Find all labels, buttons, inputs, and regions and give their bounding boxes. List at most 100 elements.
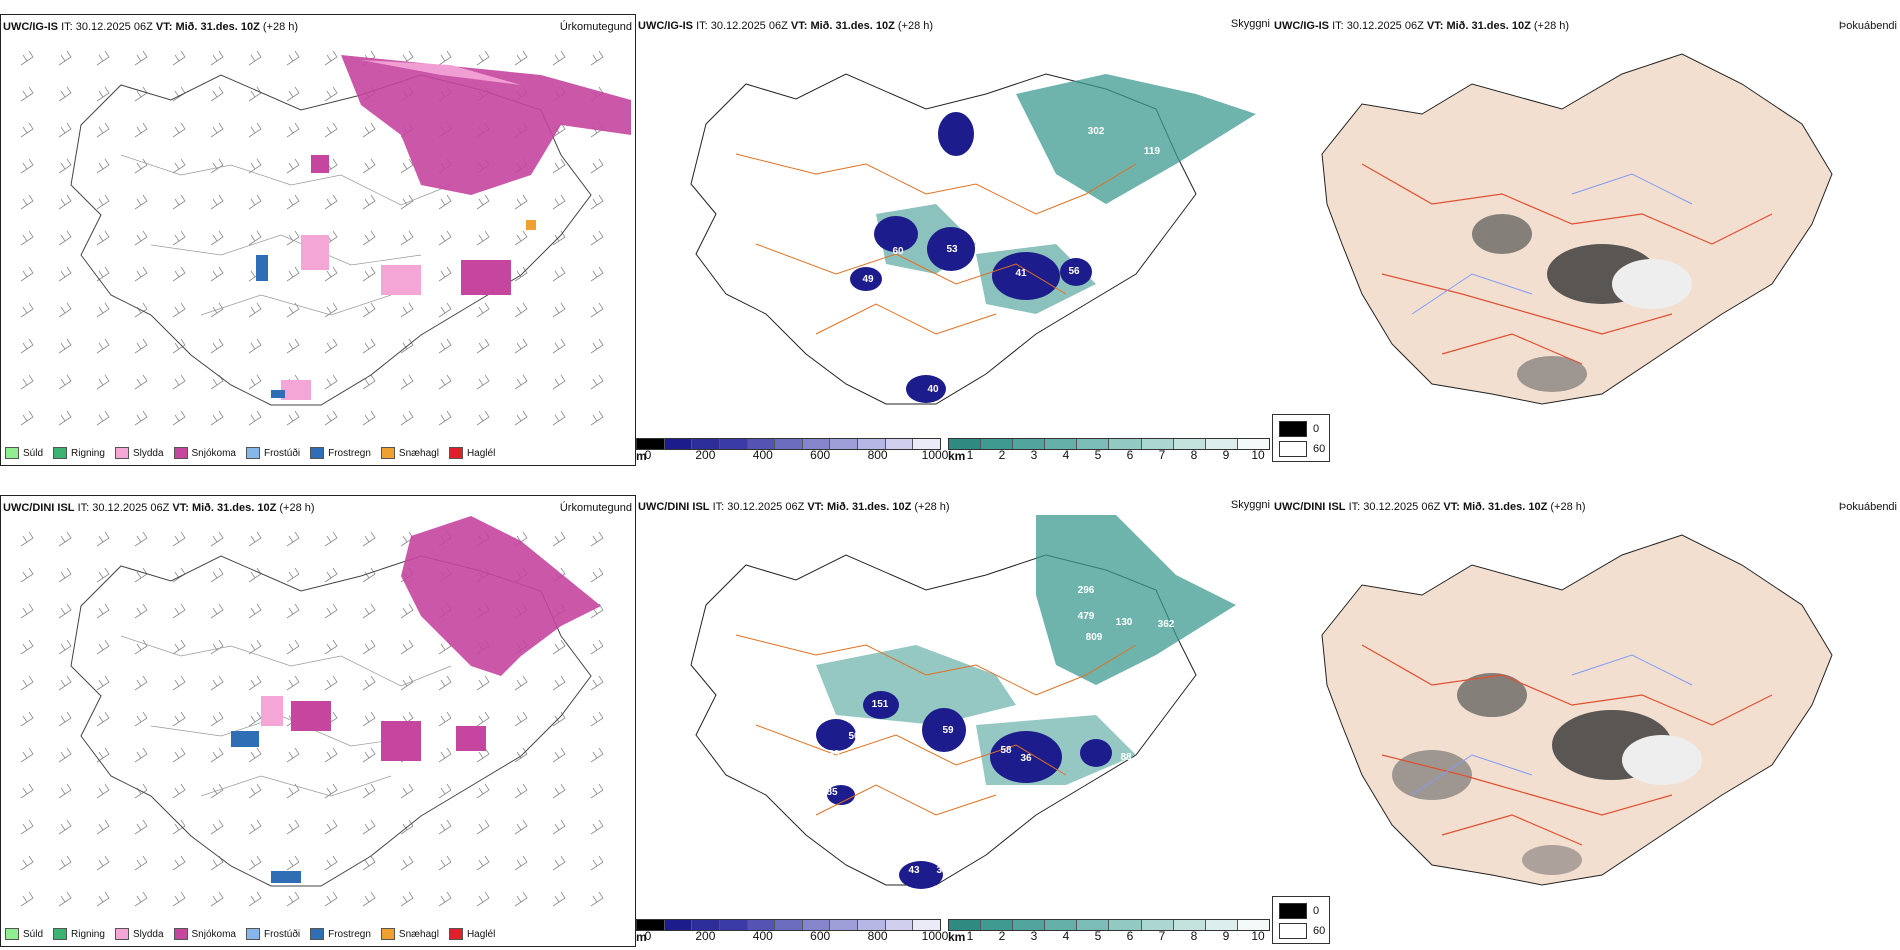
fog-legend-row1: 0 60 <box>1272 414 1330 462</box>
cloud-base-scale-row1 <box>636 438 941 450</box>
scale-tick: 1 <box>966 448 974 462</box>
cloud-base-label: 43 <box>892 384 904 395</box>
scale-tick: 7 <box>1158 929 1166 943</box>
cloud-base-label: 107 <box>936 156 953 167</box>
cloud-base-label: 296 <box>1078 585 1095 596</box>
scale-tick: 9 <box>1222 929 1230 943</box>
cloud-base-scale-row2 <box>636 919 941 931</box>
scale-tick: 4 <box>1062 448 1070 462</box>
legend-swatch <box>310 447 325 459</box>
cloud-base-label: 302 <box>1088 126 1105 137</box>
scale-tick: 9 <box>1222 448 1230 462</box>
precip-type-panel-row2: UWC/DINI ISL IT: 30.12.2025 06Z VT: Mið.… <box>0 495 636 947</box>
legend-item: Slydda <box>114 928 164 940</box>
cloud-base-label: 59 <box>942 725 954 736</box>
cloud-base-label: 260 <box>993 785 1010 796</box>
scale-tick: 600 <box>810 448 831 462</box>
scale-tick: 6 <box>1126 448 1134 462</box>
cloud-visibility-panel-row2: UWC/DINI ISL IT: 30.12.2025 06Z VT: Mið.… <box>636 495 1272 947</box>
cloud-base-label: 119 <box>1144 146 1161 157</box>
legend-item: Rigning <box>53 928 105 940</box>
cloud-base-label: 50 <box>848 731 860 742</box>
legend-label: Frostregn <box>328 928 371 940</box>
legend-item: Frostúði <box>245 447 301 459</box>
cloud-base-label: 301 <box>976 214 993 225</box>
legend-item: Frostregn <box>310 928 371 940</box>
legend-swatch <box>245 447 260 459</box>
legend-label: Snjókoma <box>191 447 236 459</box>
panel-header: UWC/DINI ISL IT: 30.12.2025 06Z VT: Mið.… <box>3 502 315 514</box>
scale-tick: 5 <box>1094 448 1102 462</box>
legend-swatch <box>114 447 129 459</box>
scale-tick: 0 <box>644 929 652 943</box>
legend-item: Snjókoma <box>173 447 236 459</box>
legend-item: Súld <box>5 447 43 459</box>
cloud-base-label: 53 <box>946 244 958 255</box>
scale-tick: 7 <box>1158 448 1166 462</box>
legend-swatch <box>173 928 188 940</box>
scale-tick: 800 <box>867 929 888 943</box>
cloud-base-unit: m <box>636 930 647 944</box>
cloud-base-label: 85 <box>826 787 838 798</box>
cloud-base-label: 101 <box>940 178 957 189</box>
legend-label: Frostregn <box>328 447 371 459</box>
precip-type-panel-row1: UWC/IG-IS IT: 30.12.2025 06Z VT: Mið. 31… <box>0 14 636 466</box>
visibility-unit: km <box>948 930 966 944</box>
legend-swatch <box>5 928 19 940</box>
legend-swatch <box>245 928 260 940</box>
scale-tick: 200 <box>695 448 716 462</box>
product-type: Úrkomutegund <box>559 21 632 33</box>
legend-label: Haglél <box>466 447 496 459</box>
product-type: Úrkomutegund <box>559 502 632 514</box>
legend-label: Rigning <box>71 928 105 940</box>
cloud-base-label: 62 <box>914 844 926 855</box>
panel-header: UWC/DINI ISL IT: 30.12.2025 06Z VT: Mið.… <box>1274 501 1586 513</box>
legend-swatch <box>173 447 188 459</box>
legend-item: Snæhagl <box>380 447 439 459</box>
fog-panel-row1: UWC/IG-IS IT: 30.12.2025 06Z VT: Mið. 31… <box>1272 14 1900 466</box>
cloud-base-label: 75 <box>905 346 917 357</box>
legend-label: Snæhagl <box>398 447 439 459</box>
cloud-base-label: 49 <box>882 727 894 738</box>
cloud-base-label: 58 <box>1000 745 1012 756</box>
panel-header: UWC/IG-IS IT: 30.12.2025 06Z VT: Mið. 31… <box>638 20 934 32</box>
scale-tick: 800 <box>867 448 888 462</box>
product-type: Þokuábendi <box>1838 20 1897 32</box>
cloud-base-label: 171 <box>1116 256 1133 267</box>
precip-map <box>20 50 631 426</box>
fog-map <box>1321 53 1833 405</box>
legend-label: Haglél <box>466 928 496 940</box>
scale-tick: 3 <box>1030 448 1038 462</box>
cloud-base-label: 809 <box>1086 632 1103 643</box>
scale-tick: 0 <box>644 448 652 462</box>
cloud-base-label: 88 <box>1120 752 1132 763</box>
fog-panel-row2: UWC/DINI ISL IT: 30.12.2025 06Z VT: Mið.… <box>1272 495 1900 947</box>
scale-tick: 3 <box>1030 929 1038 943</box>
cloud-base-label: 144 <box>858 220 875 231</box>
legend-swatch <box>53 928 68 940</box>
cloud-base-label: 362 <box>1188 156 1205 167</box>
cloud-base-label: 68 <box>1048 702 1060 713</box>
legend-label: Frostúði <box>263 928 301 940</box>
legend-label: Súld <box>23 928 44 940</box>
scale-tick: 2 <box>998 448 1006 462</box>
cloud-visibility-panel-row1: UWC/IG-IS IT: 30.12.2025 06Z VT: Mið. 31… <box>636 14 1272 466</box>
legend-label: Rigning <box>71 447 105 459</box>
legend-label: Frostúði <box>263 447 301 459</box>
cloud-base-label: 36 <box>1020 753 1032 764</box>
visibility-scale-row2 <box>948 919 1270 931</box>
scale-tick: 10 <box>1251 929 1265 943</box>
legend-item: Slydda <box>114 447 164 459</box>
product-type: Skyggni <box>1230 499 1270 511</box>
cloud-base-label: 39 <box>828 749 840 760</box>
cloud-base-label: 400 <box>1098 274 1115 285</box>
scale-tick: 4 <box>1062 929 1070 943</box>
cloud-base-label: 62 <box>900 364 912 375</box>
precip-legend: Súld Rigning Slydda Snjókoma Frostúði Frostre… <box>5 447 495 459</box>
cloud-base-label: 107 <box>834 296 851 307</box>
cloud-map: 296 479 130 362 809 151 49 59 50 39 220 68 58 36 88 260… <box>690 515 1236 889</box>
product-type: Skyggni <box>1230 18 1270 30</box>
cloud-base-label: 40 <box>927 384 939 395</box>
legend-swatch <box>380 928 395 940</box>
fog-map <box>1321 534 1833 886</box>
